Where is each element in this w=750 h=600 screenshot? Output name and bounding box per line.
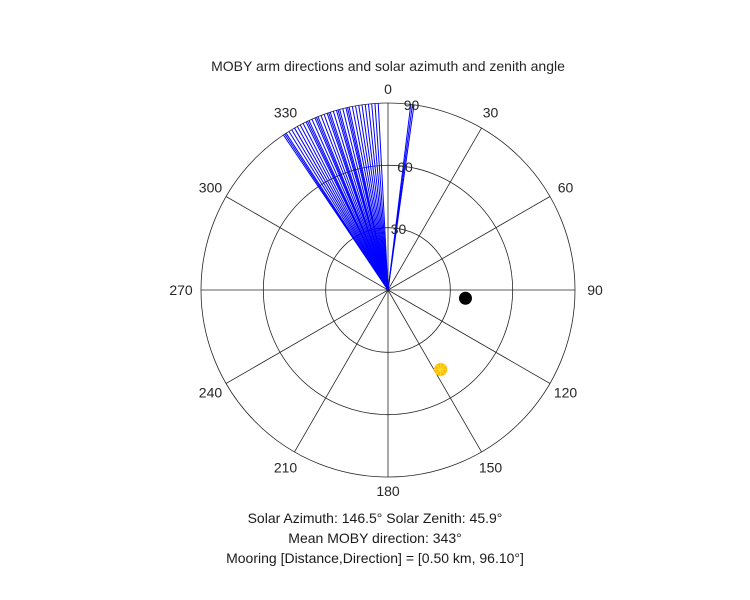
mooring-marker bbox=[458, 291, 472, 305]
arm-direction-line bbox=[308, 120, 389, 291]
theta-tick-label: 270 bbox=[169, 282, 193, 298]
radial-tick-label: 90 bbox=[404, 97, 420, 113]
arm-direction-line bbox=[323, 114, 389, 291]
grid-spoke-30 bbox=[387, 127, 482, 291]
radial-tick-label: 30 bbox=[391, 221, 407, 237]
arm-direction-line bbox=[374, 103, 389, 291]
radial-tick-label: 60 bbox=[397, 159, 413, 175]
theta-tick-label: 300 bbox=[199, 180, 223, 196]
arm-direction-line bbox=[348, 106, 389, 291]
mean-direction-caption: Mean MOBY direction: 343° bbox=[288, 530, 462, 546]
sun-ray bbox=[435, 364, 446, 375]
position-markers bbox=[433, 291, 472, 377]
arm-direction-line bbox=[302, 123, 389, 291]
grid-spoke-120 bbox=[387, 289, 551, 384]
arm-direction-line bbox=[320, 115, 389, 291]
theta-tick-label: 150 bbox=[479, 460, 503, 476]
arm-direction-line bbox=[371, 103, 389, 291]
arm-direction-line bbox=[387, 104, 415, 291]
mooring-caption: Mooring [Distance,Direction] = [0.50 km,… bbox=[226, 550, 524, 566]
arm-direction-line bbox=[342, 108, 389, 291]
arm-direction-line bbox=[358, 105, 389, 291]
sun-marker bbox=[433, 362, 448, 377]
theta-tick-label: 210 bbox=[274, 460, 298, 476]
arm-direction-line bbox=[367, 103, 389, 291]
arm-direction-line bbox=[317, 116, 389, 291]
grid-spoke-300 bbox=[225, 196, 389, 291]
arm-direction-line bbox=[329, 111, 389, 291]
arm-direction-line bbox=[377, 103, 389, 291]
theta-tick-label: 60 bbox=[558, 180, 574, 196]
theta-tick-label: 30 bbox=[483, 104, 499, 120]
arm-direction-line bbox=[299, 124, 389, 291]
arm-direction-line bbox=[332, 111, 389, 291]
chart-title: MOBY arm directions and solar azimuth an… bbox=[211, 58, 565, 74]
grid-spoke-240 bbox=[225, 289, 389, 384]
arm-direction-line bbox=[351, 106, 389, 291]
arm-direction-line bbox=[296, 126, 389, 291]
theta-tick-label: 180 bbox=[376, 483, 400, 499]
arm-direction-line bbox=[285, 132, 389, 291]
arm-direction-lines bbox=[283, 103, 415, 291]
arm-direction-line bbox=[291, 129, 389, 291]
arm-direction-line bbox=[288, 131, 389, 291]
tick-labels: 0 30 60 90 120 150 180 210 240 270 300 330 30 60 90 bbox=[169, 81, 603, 499]
arm-direction-line bbox=[311, 118, 389, 291]
arm-direction-line bbox=[361, 104, 389, 291]
solar-caption: Solar Azimuth: 146.5° Solar Zenith: 45.9… bbox=[247, 510, 503, 526]
arm-direction-line bbox=[355, 105, 389, 291]
arm-direction-line bbox=[364, 104, 389, 291]
arm-direction-line bbox=[294, 127, 389, 291]
theta-tick-label: 90 bbox=[587, 282, 603, 298]
grid-spoke-60 bbox=[387, 196, 551, 291]
theta-tick-label: 240 bbox=[199, 385, 223, 401]
theta-tick-label: 120 bbox=[554, 385, 578, 401]
arm-direction-line bbox=[339, 109, 389, 291]
grid-spoke-210 bbox=[294, 289, 389, 453]
theta-tick-label: 330 bbox=[274, 104, 298, 120]
theta-tick-label: 0 bbox=[384, 81, 392, 97]
